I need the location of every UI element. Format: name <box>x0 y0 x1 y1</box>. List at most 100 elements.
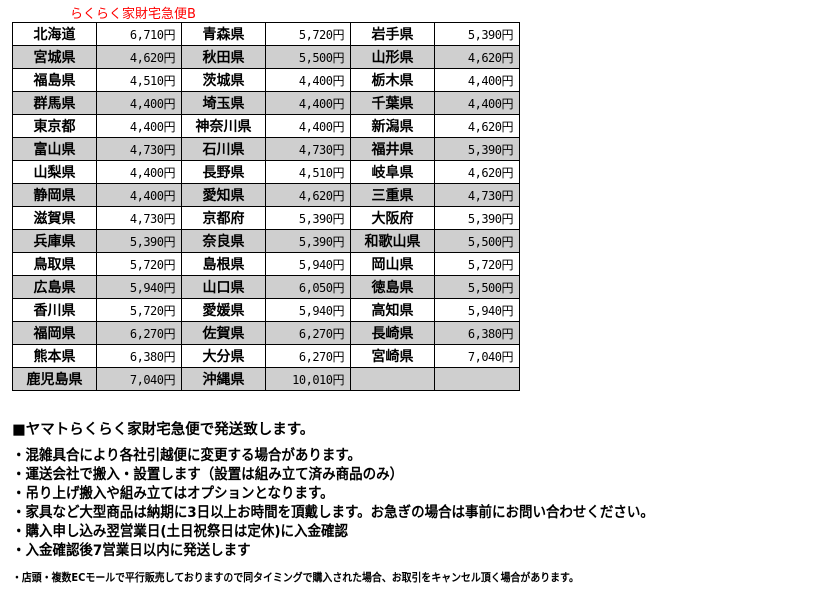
prefecture-cell <box>350 367 435 391</box>
prefecture-cell: 群馬県 <box>12 91 97 115</box>
prefecture-cell: 宮城県 <box>12 45 97 69</box>
price-cell: 4,620円 <box>265 183 351 207</box>
table-row: 滋賀県 4,730円 京都府 5,390円 大阪府 5,390円 <box>12 206 520 230</box>
table-row: 富山県 4,730円 石川県 4,730円 福井県 5,390円 <box>12 137 520 161</box>
price-cell: 5,720円 <box>96 252 182 276</box>
table-row: 宮城県 4,620円 秋田県 5,500円 山形県 4,620円 <box>12 45 520 69</box>
price-cell: 5,390円 <box>265 229 351 253</box>
price-cell: 5,940円 <box>434 298 520 322</box>
prefecture-cell: 鳥取県 <box>12 252 97 276</box>
prefecture-cell: 香川県 <box>12 298 97 322</box>
prefecture-cell: 島根県 <box>181 252 266 276</box>
prefecture-cell: 佐賀県 <box>181 321 266 345</box>
prefecture-cell: 滋賀県 <box>12 206 97 230</box>
price-cell: 5,500円 <box>265 45 351 69</box>
prefecture-cell: 千葉県 <box>350 91 435 115</box>
price-cell: 4,620円 <box>434 160 520 184</box>
prefecture-cell: 大分県 <box>181 344 266 368</box>
prefecture-cell: 奈良県 <box>181 229 266 253</box>
prefecture-cell: 栃木県 <box>350 68 435 92</box>
note-line: ・家具など大型商品は納期に3日以上お時間を頂戴します。お急ぎの場合は事前にお問い… <box>12 505 654 521</box>
prefecture-cell: 和歌山県 <box>350 229 435 253</box>
prefecture-cell: 秋田県 <box>181 45 266 69</box>
price-cell: 4,400円 <box>96 91 182 115</box>
prefecture-cell: 大阪府 <box>350 206 435 230</box>
price-cell: 4,510円 <box>265 160 351 184</box>
prefecture-cell: 新潟県 <box>350 114 435 138</box>
prefecture-cell: 岩手県 <box>350 22 435 46</box>
price-cell: 5,500円 <box>434 229 520 253</box>
prefecture-cell: 東京都 <box>12 114 97 138</box>
price-cell: 6,710円 <box>96 22 182 46</box>
table-row: 静岡県 4,400円 愛知県 4,620円 三重県 4,730円 <box>12 183 520 207</box>
price-cell: 5,720円 <box>265 22 351 46</box>
prefecture-cell: 埼玉県 <box>181 91 266 115</box>
note-line: ・運送会社で搬入・設置します（設置は組み立て済み商品のみ） <box>12 467 404 483</box>
prefecture-cell: 京都府 <box>181 206 266 230</box>
note-line: ・購入申し込み翌営業日(土日祝祭日は定休)に入金確認 <box>12 524 348 540</box>
prefecture-cell: 青森県 <box>181 22 266 46</box>
prefecture-cell: 山形県 <box>350 45 435 69</box>
prefecture-cell: 山口県 <box>181 275 266 299</box>
price-cell: 4,400円 <box>96 183 182 207</box>
prefecture-cell: 茨城県 <box>181 68 266 92</box>
prefecture-cell: 高知県 <box>350 298 435 322</box>
price-cell: 4,400円 <box>265 114 351 138</box>
price-cell: 5,500円 <box>434 275 520 299</box>
table-row: 東京都 4,400円 神奈川県 4,400円 新潟県 4,620円 <box>12 114 520 138</box>
price-cell: 5,390円 <box>96 229 182 253</box>
prefecture-cell: 宮崎県 <box>350 344 435 368</box>
table-row: 熊本県 6,380円 大分県 6,270円 宮崎県 7,040円 <box>12 344 520 368</box>
price-cell: 4,400円 <box>265 68 351 92</box>
prefecture-cell: 広島県 <box>12 275 97 299</box>
note-line: ・吊り上げ搬入や組み立てはオプションとなります。 <box>12 486 334 502</box>
price-cell: 4,730円 <box>434 183 520 207</box>
prefecture-cell: 福岡県 <box>12 321 97 345</box>
price-cell: 6,380円 <box>434 321 520 345</box>
price-cell: 5,720円 <box>96 298 182 322</box>
price-cell: 5,390円 <box>265 206 351 230</box>
price-cell: 6,270円 <box>96 321 182 345</box>
prefecture-cell: 兵庫県 <box>12 229 97 253</box>
price-cell: 4,400円 <box>265 91 351 115</box>
prefecture-cell: 熊本県 <box>12 344 97 368</box>
price-cell: 4,730円 <box>265 137 351 161</box>
prefecture-cell: 福井県 <box>350 137 435 161</box>
price-cell: 4,730円 <box>96 137 182 161</box>
price-cell <box>434 367 520 391</box>
prefecture-cell: 三重県 <box>350 183 435 207</box>
table-row: 兵庫県 5,390円 奈良県 5,390円 和歌山県 5,500円 <box>12 229 520 253</box>
notes-small: ・店頭・複数ECモールで平行販売しておりますので同タイミングで購入された場合、お… <box>12 571 579 584</box>
price-cell: 6,270円 <box>265 321 351 345</box>
prefecture-cell: 静岡県 <box>12 183 97 207</box>
table-row: 香川県 5,720円 愛媛県 5,940円 高知県 5,940円 <box>12 298 520 322</box>
prefecture-cell: 徳島県 <box>350 275 435 299</box>
note-line: ・混雑具合により各社引越便に変更する場合があります。 <box>12 448 361 464</box>
price-cell: 5,940円 <box>96 275 182 299</box>
table-title: らくらく家財宅急便B <box>70 7 196 22</box>
price-cell: 6,380円 <box>96 344 182 368</box>
prefecture-cell: 石川県 <box>181 137 266 161</box>
price-cell: 6,050円 <box>265 275 351 299</box>
price-cell: 10,010円 <box>265 367 351 391</box>
prefecture-cell: 愛媛県 <box>181 298 266 322</box>
price-cell: 4,400円 <box>434 68 520 92</box>
price-cell: 4,400円 <box>96 114 182 138</box>
table-row: 広島県 5,940円 山口県 6,050円 徳島県 5,500円 <box>12 275 520 299</box>
note-line: ・入金確認後7営業日以内に発送します <box>12 543 251 559</box>
price-cell: 5,940円 <box>265 252 351 276</box>
price-cell: 7,040円 <box>434 344 520 368</box>
prefecture-cell: 鹿児島県 <box>12 367 97 391</box>
table-row: 群馬県 4,400円 埼玉県 4,400円 千葉県 4,400円 <box>12 91 520 115</box>
prefecture-cell: 岐阜県 <box>350 160 435 184</box>
prefecture-cell: 沖縄県 <box>181 367 266 391</box>
table-row: 山梨県 4,400円 長野県 4,510円 岐阜県 4,620円 <box>12 160 520 184</box>
price-cell: 5,390円 <box>434 206 520 230</box>
price-cell: 4,510円 <box>96 68 182 92</box>
price-cell: 4,400円 <box>434 91 520 115</box>
price-cell: 7,040円 <box>96 367 182 391</box>
prefecture-cell: 愛知県 <box>181 183 266 207</box>
price-cell: 4,620円 <box>434 114 520 138</box>
prefecture-cell: 北海道 <box>12 22 97 46</box>
table-row: 鳥取県 5,720円 島根県 5,940円 岡山県 5,720円 <box>12 252 520 276</box>
